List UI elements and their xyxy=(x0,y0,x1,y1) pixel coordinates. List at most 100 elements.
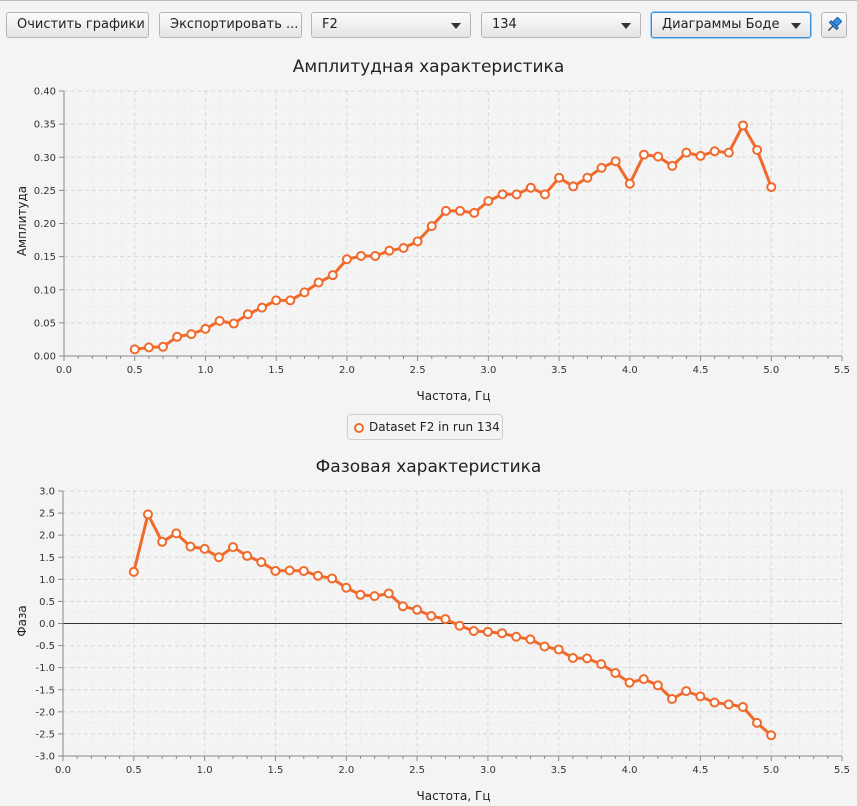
data-point xyxy=(737,701,748,712)
data-point xyxy=(200,323,211,334)
data-point xyxy=(455,205,466,216)
pin-button[interactable] xyxy=(821,12,847,38)
x-tick-label: 5.0 xyxy=(763,365,779,376)
amplitude-chart-title: Амплитудная характеристика xyxy=(292,57,565,77)
data-point xyxy=(497,189,508,200)
phase-x-axis-label: Частота, Гц xyxy=(416,789,491,803)
data-point xyxy=(213,552,224,563)
y-tick-label: -2.0 xyxy=(35,707,55,718)
x-tick-label: 4.5 xyxy=(692,765,708,776)
data-point xyxy=(511,189,522,200)
y-tick-label: -2.5 xyxy=(35,729,55,740)
data-point xyxy=(285,295,296,306)
data-point xyxy=(298,565,309,576)
y-tick-label: 0.0 xyxy=(39,619,55,630)
series-line xyxy=(134,124,773,351)
x-tick-label: 4.0 xyxy=(622,765,638,776)
chevron-down-icon xyxy=(451,23,461,29)
x-tick-label: 2.0 xyxy=(338,765,354,776)
data-point xyxy=(539,189,550,200)
data-point xyxy=(242,550,253,561)
data-point xyxy=(412,236,423,247)
clear-charts-button[interactable]: Очистить графики xyxy=(6,12,149,38)
run-select[interactable]: 134 xyxy=(481,12,641,38)
x-tick-label: 0.5 xyxy=(127,365,143,376)
data-point xyxy=(624,677,635,688)
data-point xyxy=(128,566,139,577)
data-point xyxy=(228,318,239,329)
x-tick-label: 4.5 xyxy=(693,365,709,376)
data-point xyxy=(483,195,494,206)
signal-select[interactable]: F2 xyxy=(311,12,471,38)
data-point xyxy=(341,254,352,265)
data-point xyxy=(383,588,394,599)
y-tick-label: 0.35 xyxy=(34,120,56,131)
run-select-value: 134 xyxy=(492,17,517,32)
data-point xyxy=(596,162,607,173)
data-point xyxy=(695,150,706,161)
data-point xyxy=(299,287,310,298)
data-point xyxy=(327,573,338,584)
data-point xyxy=(497,628,508,639)
data-point xyxy=(723,147,734,158)
data-point xyxy=(312,570,323,581)
data-point xyxy=(355,589,366,600)
x-tick-label: 1.5 xyxy=(268,365,284,376)
data-point xyxy=(525,182,536,193)
series-line xyxy=(132,512,773,737)
data-point xyxy=(157,536,168,547)
data-point xyxy=(653,151,664,162)
y-tick-label: 0.05 xyxy=(34,318,56,329)
data-point xyxy=(171,528,182,539)
signal-select-value: F2 xyxy=(322,17,338,32)
data-point xyxy=(554,172,565,183)
y-tick-label: 2.0 xyxy=(39,531,55,542)
x-tick-label: 2.5 xyxy=(409,765,425,776)
chevron-down-icon xyxy=(621,23,631,29)
data-point xyxy=(440,205,451,216)
data-point xyxy=(214,315,225,326)
data-point xyxy=(341,582,352,593)
data-point xyxy=(709,697,720,708)
x-tick-label: 1.0 xyxy=(198,365,214,376)
data-point xyxy=(397,601,408,612)
x-tick-label: 3.5 xyxy=(551,765,567,776)
chevron-down-icon xyxy=(791,23,801,29)
data-point xyxy=(270,565,281,576)
view-select[interactable]: Диаграммы Боде xyxy=(651,12,811,38)
y-tick-label: 1.0 xyxy=(39,575,55,586)
data-point xyxy=(172,331,183,342)
data-point xyxy=(469,207,480,218)
data-point xyxy=(525,634,536,645)
chart-legend: Dataset F2 in run 134 xyxy=(347,414,503,440)
data-point xyxy=(398,243,409,254)
phase-chart-title: Фазовая характеристика xyxy=(315,457,542,477)
data-point xyxy=(652,680,663,691)
data-point xyxy=(454,620,465,631)
x-tick-label: 3.5 xyxy=(551,365,567,376)
y-tick-label: -3.0 xyxy=(35,752,55,763)
y-tick-label: 0.5 xyxy=(39,597,55,608)
data-point xyxy=(284,565,295,576)
data-point xyxy=(440,614,451,625)
data-point xyxy=(142,509,153,520)
data-point xyxy=(610,667,621,678)
x-tick-label: 5.0 xyxy=(763,765,779,776)
data-point xyxy=(709,146,720,157)
data-point xyxy=(271,295,282,306)
y-tick-label: 0.40 xyxy=(34,87,56,98)
x-tick-label: 2.5 xyxy=(410,365,426,376)
data-point xyxy=(327,270,338,281)
y-tick-label: -1.0 xyxy=(35,663,55,674)
export-button[interactable]: Экспортировать ... xyxy=(159,12,302,38)
data-point xyxy=(412,604,423,615)
view-select-value: Диаграммы Боде xyxy=(662,17,780,32)
data-point xyxy=(482,626,493,637)
data-point xyxy=(624,178,635,189)
data-point xyxy=(582,653,593,664)
x-tick-label: 3.0 xyxy=(480,765,496,776)
y-tick-label: 0.00 xyxy=(34,352,56,363)
x-tick-label: 3.0 xyxy=(480,365,496,376)
data-point xyxy=(539,641,550,652)
